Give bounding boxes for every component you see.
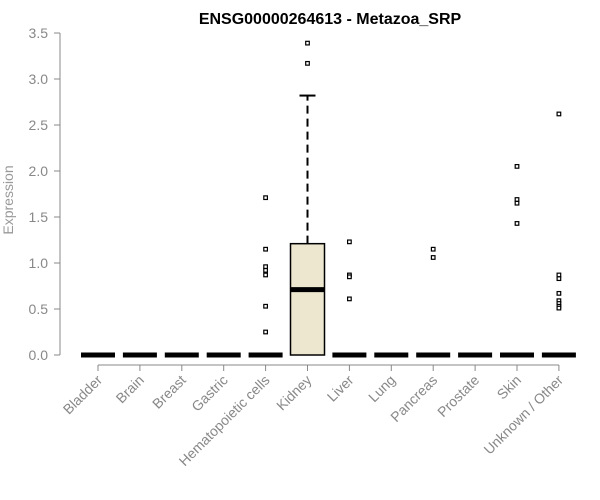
box-group-unknown-other — [541, 111, 576, 358]
outlier-point — [263, 329, 268, 335]
outlier-point — [556, 305, 562, 311]
box-group-liver — [332, 239, 367, 358]
box-group-kidney — [289, 40, 326, 356]
x-tick-label: Pancreas — [387, 372, 440, 425]
x-tick-label: Breast — [149, 372, 189, 412]
outlier-point — [263, 267, 268, 273]
y-axis: 0.0 0.5 1.0 1.5 2.0 2.5 3.0 3.5 — [29, 25, 61, 363]
box-iqr — [289, 242, 326, 356]
outlier-point — [347, 239, 352, 245]
outlier-point — [305, 40, 310, 46]
y-tick-label: 0.5 — [29, 301, 49, 317]
outlier-point — [305, 60, 310, 66]
box-group-hematopoietic-cells — [248, 195, 283, 358]
box-series — [81, 40, 576, 358]
chart-title: ENSG00000264613 - Metazoa_SRP — [199, 11, 462, 28]
y-tick-label: 1.0 — [29, 255, 49, 271]
y-tick-label: 3.0 — [29, 71, 49, 87]
x-tick-label: Lung — [365, 372, 398, 405]
x-tick-label: Bladder — [60, 372, 106, 418]
y-tick-label: 2.0 — [29, 163, 49, 179]
x-tick-label: Kidney — [273, 372, 315, 414]
x-tick-label: Brain — [113, 372, 147, 406]
x-tick-label: Skin — [494, 372, 525, 403]
outlier-point — [347, 296, 352, 302]
outlier-point — [556, 111, 562, 117]
x-tick-label: Prostate — [434, 372, 482, 420]
outlier-point — [514, 164, 520, 169]
outlier-point — [263, 264, 268, 270]
x-tick-label: Unknown / Other — [480, 372, 566, 458]
y-axis-label: Expression — [0, 165, 16, 234]
outlier-point — [263, 303, 268, 309]
outlier-point — [430, 246, 436, 252]
outlier-point — [514, 197, 520, 202]
x-tick-label: Liver — [324, 372, 357, 405]
outlier-point — [514, 221, 520, 226]
outlier-point — [556, 276, 562, 282]
outlier-point — [556, 272, 562, 278]
box-group-skin — [500, 164, 534, 358]
y-tick-label: 1.5 — [29, 209, 49, 225]
outlier-point — [263, 272, 268, 278]
y-tick-label: 0.0 — [29, 347, 49, 363]
y-tick-label: 3.5 — [29, 25, 49, 41]
box-group-pancreas — [416, 246, 451, 358]
outlier-point — [263, 246, 268, 252]
outlier-point — [430, 255, 436, 260]
outlier-point — [514, 200, 520, 206]
outlier-point — [556, 290, 562, 296]
outlier-point — [263, 195, 268, 201]
outlier-point — [347, 274, 352, 280]
y-tick-label: 2.5 — [29, 117, 49, 133]
